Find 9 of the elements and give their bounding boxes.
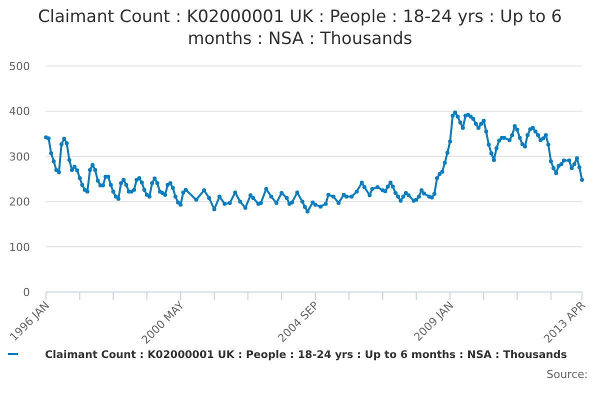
text: Claimant Count : K02000001 UK : People : 18-24 yrs : Up to 6 months : NSA : Thousands: [44, 349, 568, 361]
y-tick-label: 400: [9, 105, 30, 118]
y-tick-label: 200: [9, 196, 30, 209]
source-note: Source:: [546, 368, 588, 381]
y-tick-label: 300: [9, 150, 30, 164]
y-tick-label: 0: [23, 286, 30, 299]
y-tick-label: 500: [9, 60, 30, 73]
chart-title: Claimant Count : K02000001 UK : People : 18-24 yrs : Up to 6 months : NSA : Thousands: [38, 7, 562, 49]
y-tick-label: 100: [9, 240, 30, 254]
